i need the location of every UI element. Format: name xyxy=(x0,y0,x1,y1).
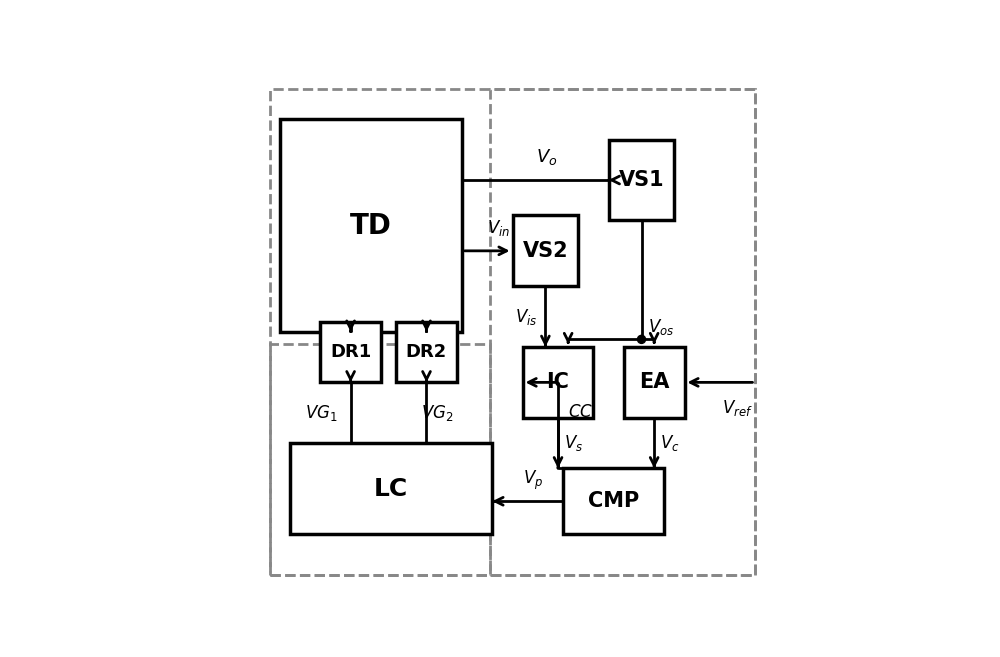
Text: DR1: DR1 xyxy=(330,343,371,361)
Text: IC: IC xyxy=(547,373,569,392)
Text: CMP: CMP xyxy=(588,491,639,511)
Bar xyxy=(270,344,490,575)
Text: $V_c$: $V_c$ xyxy=(660,433,680,453)
Bar xyxy=(320,322,381,382)
Text: LC: LC xyxy=(374,476,408,501)
Bar xyxy=(512,215,578,286)
Text: VS2: VS2 xyxy=(523,241,568,261)
Bar xyxy=(624,347,685,418)
Bar xyxy=(523,347,593,418)
Text: $V_{ref}$: $V_{ref}$ xyxy=(722,397,753,418)
Bar xyxy=(396,322,457,382)
Text: $V_{is}$: $V_{is}$ xyxy=(515,307,537,327)
Bar xyxy=(563,468,664,534)
Text: DR2: DR2 xyxy=(406,343,447,361)
Text: VS1: VS1 xyxy=(619,170,664,190)
Bar xyxy=(490,89,755,575)
Text: $V_p$: $V_p$ xyxy=(523,469,543,492)
Text: EA: EA xyxy=(639,373,669,392)
Text: $CC$: $CC$ xyxy=(568,403,593,420)
Text: $V_{os}$: $V_{os}$ xyxy=(648,317,674,337)
Circle shape xyxy=(637,335,646,344)
Bar xyxy=(609,139,674,221)
Text: $V_s$: $V_s$ xyxy=(564,433,583,453)
Text: $VG_1$: $VG_1$ xyxy=(305,403,338,422)
Text: $V_o$: $V_o$ xyxy=(536,147,557,168)
Text: TD: TD xyxy=(350,212,392,240)
Text: $V_{in}$: $V_{in}$ xyxy=(487,218,510,238)
Bar xyxy=(290,443,492,534)
Bar xyxy=(280,120,462,332)
Text: $VG_2$: $VG_2$ xyxy=(421,403,454,422)
